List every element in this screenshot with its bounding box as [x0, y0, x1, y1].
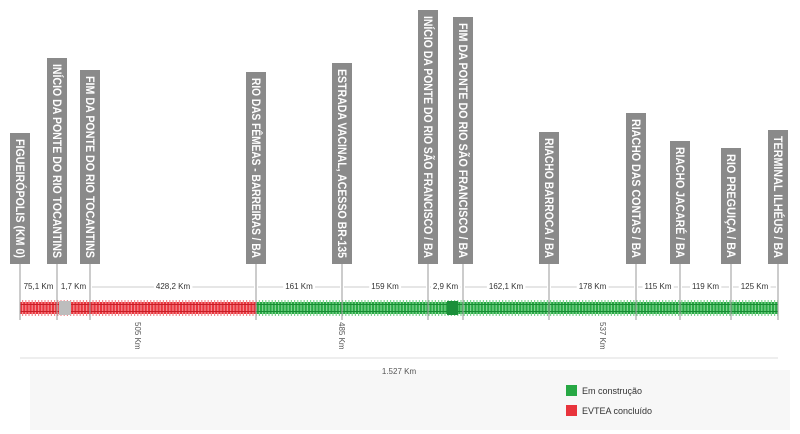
- track-construction: [256, 302, 778, 314]
- station-marker: FIM DA PONTE DO RIO TOCANTINS: [80, 70, 100, 320]
- station-label: FIM DA PONTE DO RIO TOCANTINS: [83, 76, 95, 258]
- segment-distance: 75,1 Km: [21, 281, 56, 292]
- segment-distance-label: 119 Km: [692, 282, 719, 291]
- legend-swatch: [566, 405, 577, 416]
- segment-distance-label: 75,1 Km: [24, 282, 54, 291]
- segment-distance: 119 Km: [682, 281, 729, 292]
- section-total-label: 537 Km: [598, 322, 607, 350]
- section-total-label: 485 Km: [337, 322, 346, 350]
- station-marker: FIM DA PONTE DO RIO SÃO FRANCISCO / BA: [453, 17, 473, 320]
- station-label: RIACHO DAS CONTAS / BA: [629, 119, 641, 258]
- station-marker: RIACHO DAS CONTAS / BA: [626, 113, 646, 320]
- station-label-box: [80, 70, 100, 264]
- segment-distance: 162,1 Km: [465, 281, 547, 292]
- segment-distance-label: 162,1 Km: [489, 282, 524, 291]
- segment-distance-label: 125 Km: [741, 282, 769, 291]
- section-total-label: 505 Km: [133, 322, 142, 350]
- station-label-box: [768, 130, 788, 264]
- station-label: ESTRADA VACINAL, ACESSO BR-135: [335, 69, 347, 259]
- segment-distance-label: 178 Km: [579, 282, 607, 291]
- station-label: RIO PREGUIÇA / BA: [724, 154, 736, 258]
- segment-distance: 1,7 Km: [58, 281, 89, 292]
- station-label: RIACHO BARROCA / BA: [542, 138, 554, 258]
- legend-panel: [30, 370, 790, 430]
- legend-label: EVTEA concluído: [582, 406, 652, 416]
- station-label-box: [670, 141, 690, 264]
- segment-distance-label: 1,7 Km: [61, 282, 87, 291]
- station-label: TERMINAL ILHÉUS / BA: [771, 136, 784, 258]
- station-label: FIM DA PONTE DO RIO SÃO FRANCISCO / BA: [456, 23, 469, 258]
- segment-distance: 2,9 Km: [430, 281, 461, 292]
- station-marker: INÍCIO DA PONTE DO RIO SÃO FRANCISCO / B…: [418, 10, 438, 320]
- section-total: 505 Km: [133, 322, 142, 350]
- sao-francisco-bridge-block: [447, 301, 458, 315]
- station-marker: ESTRADA VACINAL, ACESSO BR-135: [332, 63, 352, 320]
- segment-distance: 159 Km: [344, 281, 426, 292]
- tocantins-bridge-block: [59, 301, 71, 315]
- station-label-box: [47, 58, 67, 264]
- station-label: INÍCIO DA PONTE DO RIO SÃO FRANCISCO / B…: [421, 16, 434, 258]
- station-label-box: [246, 72, 266, 264]
- segment-distance: 161 Km: [258, 281, 340, 292]
- station-label-box: [10, 133, 30, 264]
- station-label-box: [626, 113, 646, 264]
- legend-label: Em construção: [582, 386, 642, 396]
- track-sleepers: [22, 300, 779, 316]
- station-label-box: [332, 63, 352, 264]
- station-label: RIO DAS FÊMEAS - BARREIRAS / BA: [249, 78, 262, 258]
- section-total: 485 Km: [337, 322, 346, 350]
- station-marker: RIO PREGUIÇA / BA: [721, 148, 741, 320]
- segment-distance: 178 Km: [551, 281, 634, 292]
- station-marker: RIO DAS FÊMEAS - BARREIRAS / BA: [246, 72, 266, 320]
- station-label-box: [721, 148, 741, 264]
- station-label: FIGUEIRÓPOLIS (KM 0): [13, 139, 26, 258]
- station-label-box: [418, 10, 438, 264]
- legend-item-evtea: EVTEA concluído: [566, 405, 652, 416]
- legend-item-construction: Em construção: [566, 385, 642, 396]
- station-label: RIACHO JACARÉ / BA: [673, 147, 686, 258]
- station-label-box: [453, 17, 473, 264]
- station-label: INÍCIO DA PONTE DO RIO TOCANTINS: [50, 64, 63, 258]
- station-marker: TERMINAL ILHÉUS / BA: [768, 130, 788, 320]
- segment-distance-label: 161 Km: [285, 282, 313, 291]
- station-marker: RIACHO BARROCA / BA: [539, 132, 559, 320]
- station-marker: INÍCIO DA PONTE DO RIO TOCANTINS: [47, 58, 67, 320]
- segment-distance-label: 159 Km: [371, 282, 399, 291]
- segment-distance-label: 2,9 Km: [433, 282, 459, 291]
- segment-distance: 125 Km: [733, 281, 776, 292]
- station-label-box: [539, 132, 559, 264]
- station-marker: FIGUEIRÓPOLIS (KM 0): [10, 133, 30, 320]
- segment-distance: 428,2 Km: [92, 281, 254, 292]
- segment-distance: 115 Km: [638, 281, 678, 292]
- grand-total-label: 1.527 Km: [382, 367, 417, 376]
- section-total: 537 Km: [598, 322, 607, 350]
- station-marker: RIACHO JACARÉ / BA: [670, 141, 690, 320]
- legend-swatch: [566, 385, 577, 396]
- segment-distance-label: 115 Km: [645, 282, 672, 291]
- segment-distance-label: 428,2 Km: [156, 282, 191, 291]
